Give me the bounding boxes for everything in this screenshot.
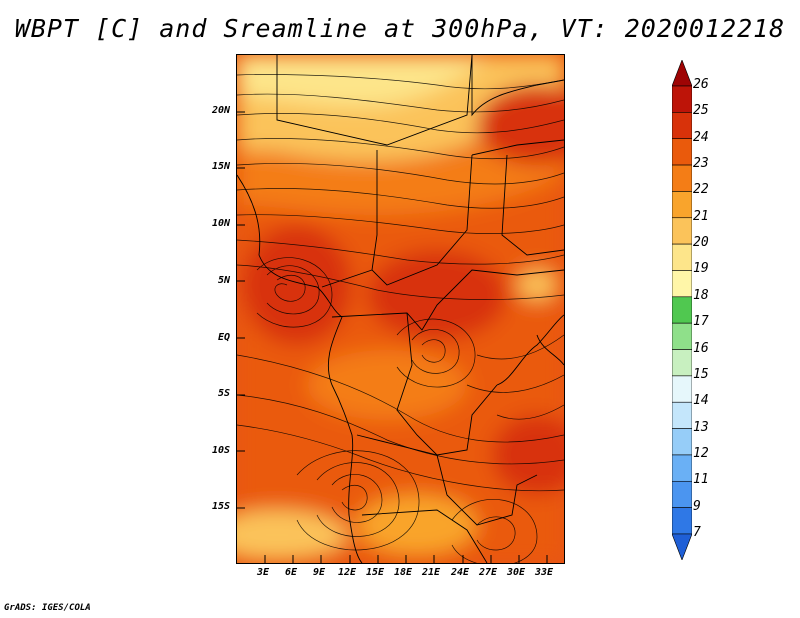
colorbar-label: 16 [693, 340, 709, 356]
colorbar-swatch [672, 533, 692, 560]
colorbar-swatch [672, 217, 692, 245]
colorbar-swatch [672, 112, 692, 140]
wbpt-shading [237, 55, 564, 563]
colorbar-label: 17 [693, 314, 709, 330]
colorbar-label: 19 [693, 261, 709, 277]
map-svg [237, 55, 564, 563]
lon-label-12e: 12E [338, 567, 357, 578]
colorbar-swatch [672, 349, 692, 377]
colorbar-swatch [672, 322, 692, 350]
lat-label-10n: 10N [211, 218, 230, 229]
colorbar-swatch [672, 428, 692, 456]
lon-label-30e: 30E [507, 567, 526, 578]
grads-credit: GrADS: IGES/COLA [4, 603, 91, 613]
lon-label-33e: 33E [535, 567, 554, 578]
lat-label-15n: 15N [211, 161, 230, 172]
colorbar-label: 25 [693, 103, 709, 119]
colorbar-swatch [672, 60, 692, 87]
colorbar-label: 7 [693, 525, 701, 540]
colorbar-swatch [672, 375, 692, 403]
lon-label-9e: 9E [313, 567, 326, 578]
lon-label-21e: 21E [422, 567, 441, 578]
colorbar [672, 60, 692, 560]
colorbar-swatch [672, 454, 692, 482]
lat-label-10s: 10S [211, 445, 230, 456]
chart-title: WBPT [C] and Sreamline at 300hPa, VT: 20… [14, 14, 786, 43]
colorbar-label: 11 [693, 472, 709, 488]
map-panel [236, 54, 565, 564]
colorbar-swatch [672, 191, 692, 219]
colorbar-label: 24 [693, 129, 709, 145]
colorbar-swatch [672, 138, 692, 166]
colorbar-label: 23 [693, 156, 709, 172]
colorbar-label: 20 [693, 235, 709, 251]
colorbar-swatch [672, 243, 692, 271]
axis-ticks [237, 111, 548, 563]
colorbar-swatch [672, 296, 692, 324]
colorbar-label: 13 [693, 419, 709, 435]
colorbar-label: 15 [693, 366, 709, 382]
colorbar-swatch [672, 480, 692, 508]
lon-label-15e: 15E [366, 567, 385, 578]
lat-label-15s: 15S [211, 501, 230, 512]
lon-label-24e: 24E [451, 567, 470, 578]
lon-label-3e: 3E [257, 567, 270, 578]
colorbar-swatch [672, 164, 692, 192]
colorbar-label: 12 [693, 445, 709, 461]
lat-label-5s: 5S [217, 388, 230, 399]
colorbar-label: 9 [693, 498, 701, 514]
colorbar-label: 21 [693, 208, 709, 224]
lon-label-27e: 27E [479, 567, 498, 578]
colorbar-swatch [672, 85, 692, 113]
colorbar-label: 26 [693, 77, 709, 92]
lat-label-20n: 20N [211, 105, 230, 116]
lon-label-6e: 6E [285, 567, 298, 578]
streamlines [237, 74, 564, 563]
colorbar-swatch [672, 270, 692, 298]
colorbar-label: 18 [693, 287, 709, 303]
lat-label-eq: EQ [217, 332, 230, 343]
colorbar-swatch [672, 401, 692, 429]
country-borders [237, 55, 564, 563]
lat-label-5n: 5N [217, 275, 230, 286]
colorbar-swatch [672, 507, 692, 535]
colorbar-label: 22 [693, 182, 709, 198]
lon-label-18e: 18E [394, 567, 413, 578]
colorbar-label: 14 [693, 393, 709, 409]
